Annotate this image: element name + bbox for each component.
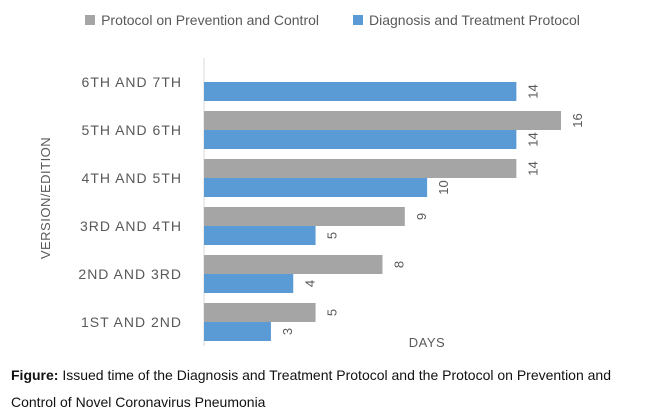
- chart-legend: Protocol on Prevention and Control Diagn…: [0, 12, 665, 28]
- legend-swatch-diagnosis: [353, 15, 364, 25]
- caption-label: Figure:: [11, 367, 59, 383]
- data-label-protocol-on-prevention-and-control-2nd-and-3rd: 8: [392, 261, 407, 268]
- legend-item-diagnosis: Diagnosis and Treatment Protocol: [353, 12, 580, 28]
- bar-diagnosis-and-treatment-protocol-6th-and-7th: [204, 82, 517, 101]
- bar-diagnosis-and-treatment-protocol-1st-and-2nd: [204, 322, 271, 341]
- bar-protocol-on-prevention-and-control-2nd-and-3rd: [204, 255, 383, 274]
- category-label-5th-and-6th: 5TH AND 6TH: [82, 122, 182, 138]
- bar-diagnosis-and-treatment-protocol-3rd-and-4th: [204, 226, 316, 245]
- caption-text: Issued time of the Diagnosis and Treatme…: [11, 367, 612, 410]
- legend-swatch-prevention: [85, 15, 96, 25]
- legend-label-prevention: Protocol on Prevention and Control: [101, 12, 320, 28]
- bar-chart: 1ST AND 2ND 5 3 2ND AND 3RD 8 4 3RD AND 4TH 9 5 4…: [38, 58, 585, 350]
- bar-diagnosis-and-treatment-protocol-4th-and-5th: [204, 178, 428, 197]
- x-axis-title: DAYS: [409, 335, 445, 350]
- data-label-diagnosis-and-treatment-protocol-6th-and-7th: 14: [525, 84, 540, 98]
- data-label-protocol-on-prevention-and-control-5th-and-6th: 16: [570, 113, 585, 127]
- data-label-protocol-on-prevention-and-control-3rd-and-4th: 9: [414, 213, 429, 220]
- data-label-diagnosis-and-treatment-protocol-2nd-and-3rd: 4: [302, 280, 317, 287]
- category-label-3rd-and-4th: 3RD AND 4TH: [80, 218, 182, 234]
- category-label-1st-and-2nd: 1ST AND 2ND: [81, 314, 182, 330]
- data-label-diagnosis-and-treatment-protocol-3rd-and-4th: 5: [325, 232, 340, 239]
- bar-protocol-on-prevention-and-control-3rd-and-4th: [204, 207, 405, 226]
- data-label-diagnosis-and-treatment-protocol-4th-and-5th: 10: [436, 180, 451, 194]
- bar-diagnosis-and-treatment-protocol-2nd-and-3rd: [204, 274, 294, 293]
- category-label-4th-and-5th: 4TH AND 5TH: [82, 170, 182, 186]
- category-label-2nd-and-3rd: 2ND AND 3RD: [78, 266, 182, 282]
- data-label-protocol-on-prevention-and-control-1st-and-2nd: 5: [325, 309, 340, 316]
- legend-label-diagnosis: Diagnosis and Treatment Protocol: [369, 12, 580, 28]
- bar-diagnosis-and-treatment-protocol-5th-and-6th: [204, 130, 517, 149]
- category-label-6th-and-7th: 6TH AND 7TH: [82, 74, 182, 90]
- bar-protocol-on-prevention-and-control-5th-and-6th: [204, 111, 561, 130]
- y-axis-title: VERSION/EDITION: [38, 137, 53, 259]
- bar-protocol-on-prevention-and-control-1st-and-2nd: [204, 303, 316, 322]
- data-label-diagnosis-and-treatment-protocol-5th-and-6th: 14: [525, 132, 540, 146]
- data-label-protocol-on-prevention-and-control-4th-and-5th: 14: [525, 161, 540, 175]
- legend-item-prevention: Protocol on Prevention and Control: [85, 12, 319, 28]
- bar-protocol-on-prevention-and-control-4th-and-5th: [204, 159, 517, 178]
- figure-caption: Figure: Issued time of the Diagnosis and…: [11, 362, 656, 416]
- data-label-diagnosis-and-treatment-protocol-1st-and-2nd: 3: [280, 328, 295, 335]
